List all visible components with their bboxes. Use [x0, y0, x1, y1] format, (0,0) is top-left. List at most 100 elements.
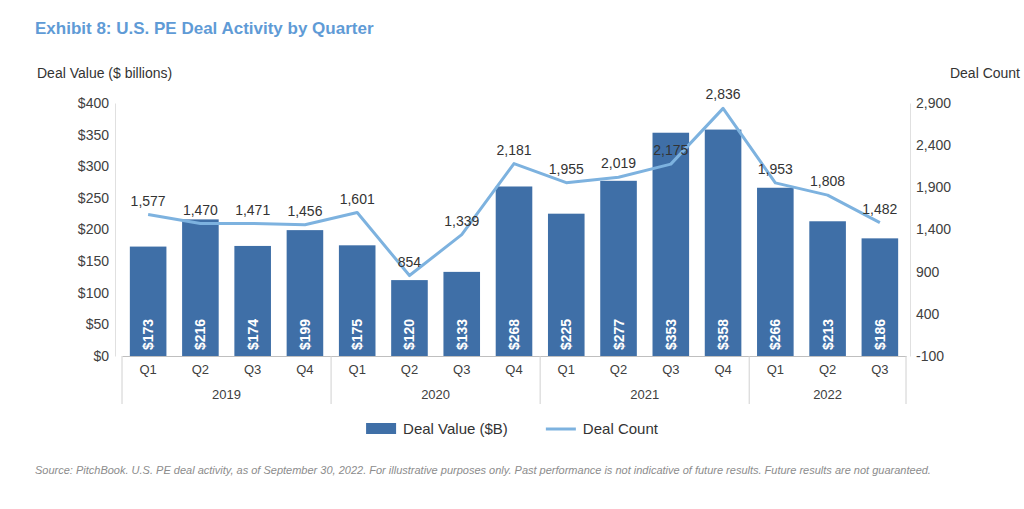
y2-tick: 400 — [910, 306, 940, 322]
y2-tick: 900 — [910, 264, 940, 280]
y2-tick: 1,900 — [910, 179, 951, 195]
y-axis: $0$50$100$150$200$250$300$350$400 — [78, 95, 116, 364]
line-label: 1,601 — [340, 191, 375, 207]
x-tick-label: Q1 — [767, 362, 784, 377]
plot-area — [130, 108, 898, 356]
y2-axis-title: Deal Count — [950, 65, 1020, 81]
legend-item: Deal Count — [546, 420, 659, 437]
x-tick: Q2 — [192, 356, 209, 377]
legend-item: Deal Value ($B) — [366, 420, 508, 437]
y-tick: $100 — [78, 285, 115, 301]
legend-swatch — [366, 423, 396, 434]
x-tick-label: Q1 — [558, 362, 575, 377]
y-tick-label: $350 — [78, 127, 109, 143]
x-tick-label: Q2 — [819, 362, 836, 377]
x-tick-label: Q1 — [139, 362, 156, 377]
legend: Deal Value ($B) Deal Count — [366, 420, 659, 437]
y-tick-label: $100 — [78, 285, 109, 301]
line-label: 1,339 — [444, 213, 479, 229]
y-tick: $50 — [86, 316, 115, 332]
legend-label: Deal Count — [583, 420, 659, 437]
y-tick-label: $400 — [78, 95, 109, 111]
bar — [339, 245, 376, 356]
year-separator — [749, 356, 750, 404]
bar — [757, 188, 794, 356]
bar-label: $120 — [401, 319, 417, 350]
y2-tick-label: 400 — [916, 306, 940, 322]
y2-tick-label: -100 — [916, 348, 944, 364]
bar-label: $174 — [245, 319, 261, 350]
bar-label: $199 — [297, 319, 313, 350]
year-label: 2019 — [212, 387, 241, 402]
y-tick-label: $200 — [78, 221, 109, 237]
x-tick-label: Q4 — [296, 362, 313, 377]
y2-tick-label: 900 — [916, 264, 940, 280]
bar-label: $277 — [611, 319, 627, 350]
x-tick: Q3 — [453, 356, 470, 377]
x-tick: Q2 — [610, 356, 627, 377]
x-axis-line — [123, 356, 907, 357]
y-tick-label: $0 — [93, 348, 109, 364]
bar-label: $133 — [454, 319, 470, 350]
x-tick: Q4 — [505, 356, 522, 377]
y-tick-label: $150 — [78, 253, 109, 269]
x-tick-label: Q4 — [714, 362, 731, 377]
y-tick: $150 — [78, 253, 115, 269]
x-tick: Q3 — [871, 356, 888, 377]
bar-label: $175 — [349, 319, 365, 350]
y-tick: $200 — [78, 221, 115, 237]
year-separator — [331, 356, 332, 404]
bar-label: $268 — [506, 319, 522, 350]
x-tick: Q1 — [139, 356, 156, 377]
x-tick-label: Q3 — [871, 362, 888, 377]
y-tick: $400 — [78, 95, 115, 111]
x-tick: Q2 — [819, 356, 836, 377]
year-groups: 2019202020212022 — [122, 356, 906, 404]
y-tick: $300 — [78, 158, 115, 174]
source-note: Source: PitchBook. U.S. PE deal activity… — [35, 463, 995, 478]
x-tick-label: Q2 — [401, 362, 418, 377]
y2-axis: -1004009001,4001,9002,4002,900 — [910, 95, 951, 364]
x-tick: Q2 — [401, 356, 418, 377]
x-tick-label: Q2 — [610, 362, 627, 377]
bar — [862, 238, 899, 356]
y-tick-label: $300 — [78, 158, 109, 174]
line-label: 2,181 — [496, 142, 531, 158]
year-label: 2022 — [813, 387, 842, 402]
y-tick-label: $50 — [86, 316, 110, 332]
bar-label: $186 — [872, 319, 888, 350]
bar — [705, 130, 742, 356]
x-tick: Q4 — [714, 356, 731, 377]
line-label: 1,808 — [810, 173, 845, 189]
line-label: 1,456 — [287, 203, 322, 219]
year-label: 2020 — [421, 387, 450, 402]
line — [148, 108, 880, 275]
y2-tick-label: 2,400 — [916, 137, 951, 153]
x-axis: Q1Q2Q3Q4Q1Q2Q3Q4Q1Q2Q3Q4Q1Q2Q3 — [123, 356, 907, 377]
line-label: 2,175 — [653, 142, 688, 158]
y2-tick: 1,400 — [910, 221, 951, 237]
line-label: 1,577 — [131, 193, 166, 209]
y2-tick: 2,400 — [910, 137, 951, 153]
bar-label: $173 — [140, 319, 156, 350]
year-separator — [540, 356, 541, 404]
x-tick-label: Q2 — [192, 362, 209, 377]
line-label: 2,019 — [601, 155, 636, 171]
legend-label: Deal Value ($B) — [403, 420, 508, 437]
bar-label: $266 — [767, 319, 783, 350]
line-label: 2,836 — [706, 86, 741, 102]
y2-tick-label: 1,900 — [916, 179, 951, 195]
line-label: 1,470 — [183, 202, 218, 218]
bar-label: $225 — [558, 319, 574, 350]
x-tick: Q1 — [767, 356, 784, 377]
y2-tick: -100 — [910, 348, 944, 364]
year-separator — [122, 356, 123, 404]
line-label: 1,953 — [758, 161, 793, 177]
x-tick: Q3 — [244, 356, 261, 377]
line-label: 1,955 — [549, 161, 584, 177]
bar — [182, 219, 219, 356]
y-axis-title: Deal Value ($ billions) — [37, 65, 172, 81]
bar — [443, 272, 480, 356]
x-tick-label: Q3 — [662, 362, 679, 377]
bar-label: $216 — [192, 319, 208, 350]
